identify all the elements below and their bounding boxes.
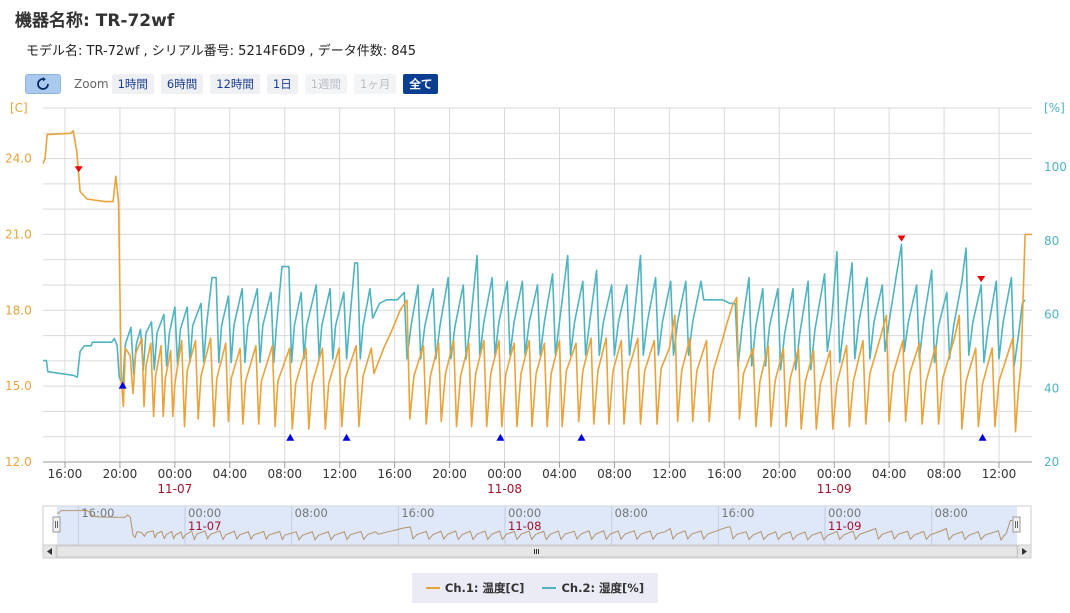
min-marker xyxy=(342,433,351,441)
min-marker xyxy=(286,433,295,441)
zoom-button-3[interactable]: 1日 xyxy=(266,73,298,94)
y-left-tick-label: 21.0 xyxy=(5,227,32,241)
x-tick-label: 20:00 xyxy=(762,467,797,481)
y-left-unit: [C] xyxy=(10,101,28,115)
x-tick-label: 12:00 xyxy=(322,467,357,481)
zoom-button-2[interactable]: 12時間 xyxy=(210,73,260,94)
x-tick-label: 04:00 xyxy=(213,467,248,481)
navigator-tick-label: 16:00 xyxy=(81,506,114,520)
x-tick-label: 12:00 xyxy=(982,467,1017,481)
navigator-tick-label: 08:00 xyxy=(935,506,968,520)
navigator-handle-right[interactable] xyxy=(1012,516,1021,533)
scroll-right-icon xyxy=(1022,548,1027,555)
x-tick-label: 16:00 xyxy=(48,467,83,481)
navigator-tick-label: 16:00 xyxy=(721,506,754,520)
zoom-button-0[interactable]: 1時間 xyxy=(111,73,154,94)
x-tick-label: 00:00 xyxy=(817,467,852,481)
y-right-tick-label: 60 xyxy=(1044,308,1059,322)
navigator-date-label: 11-08 xyxy=(508,519,541,533)
navigator-date-label: 11-09 xyxy=(828,519,861,533)
legend-item-ch1[interactable]: Ch.1: 温度[C] xyxy=(425,580,525,596)
x-tick-label: 20:00 xyxy=(103,467,138,481)
zoom-button-6[interactable]: 全て xyxy=(403,73,439,94)
x-tick-label: 04:00 xyxy=(872,467,907,481)
x-tick-label: 20:00 xyxy=(432,467,467,481)
scroll-left-icon xyxy=(47,548,52,555)
legend-line-ch2 xyxy=(542,587,557,589)
device-info: モデル名: TR-72wf , シリアル番号: 5214F6D9 , データ件数… xyxy=(26,44,417,59)
x-tick-label: 00:00 xyxy=(158,467,193,481)
y-left-tick-label: 24.0 xyxy=(5,152,32,166)
navigator-tick-label: 00:00 xyxy=(508,506,541,520)
navigator-tick-label: 08:00 xyxy=(295,506,328,520)
zoom-button-4: 1週間 xyxy=(304,73,348,94)
x-tick-label: 08:00 xyxy=(927,467,962,481)
y-left-tick-label: 15.0 xyxy=(5,379,32,393)
y-right-tick-label: 20 xyxy=(1044,455,1059,469)
navigator-handle-left[interactable] xyxy=(52,516,61,533)
x-tick-label: 00:00 xyxy=(487,467,522,481)
max-marker xyxy=(897,235,906,242)
legend-label-ch2: Ch.2: 湿度[%] xyxy=(561,581,645,595)
min-marker xyxy=(496,433,505,441)
x-tick-label: 08:00 xyxy=(267,467,302,481)
x-tick-label: 16:00 xyxy=(707,467,742,481)
y-left-tick-label: 18.0 xyxy=(5,303,32,317)
zoom-button-1[interactable]: 6時間 xyxy=(160,73,204,94)
navigator-tick-label: 00:00 xyxy=(188,506,221,520)
navigator-tick-label: 08:00 xyxy=(615,506,648,520)
zoom-toolbar: Zoom 1時間 6時間 12時間 1日 1週間 1ヶ月 全て xyxy=(25,73,445,94)
x-tick-label: 08:00 xyxy=(597,467,632,481)
navigator-tick-label: 16:00 xyxy=(401,506,434,520)
min-marker xyxy=(978,433,987,441)
reset-zoom-button[interactable] xyxy=(25,73,61,94)
refresh-icon xyxy=(37,76,49,90)
zoom-button-5: 1ヶ月 xyxy=(354,73,397,94)
series-line-ch2 xyxy=(43,243,1026,386)
x-date-label: 11-07 xyxy=(157,482,192,496)
x-tick-label: 16:00 xyxy=(377,467,412,481)
legend-label-ch1: Ch.1: 温度[C] xyxy=(444,581,525,595)
legend-line-ch1 xyxy=(425,587,440,589)
y-right-tick-label: 40 xyxy=(1044,381,1059,395)
min-marker xyxy=(577,433,586,441)
y-right-tick-label: 80 xyxy=(1044,234,1059,248)
navigator-series xyxy=(56,509,1017,542)
max-marker xyxy=(977,276,986,282)
page-title: 機器名称: TR-72wf xyxy=(15,11,175,31)
x-date-label: 11-09 xyxy=(817,482,852,496)
y-left-tick-label: 12.0 xyxy=(5,455,32,469)
legend-item-ch2[interactable]: Ch.2: 湿度[%] xyxy=(542,580,644,596)
x-tick-label: 12:00 xyxy=(652,467,687,481)
navigator-tick-label: 00:00 xyxy=(828,506,861,520)
navigator-date-label: 11-07 xyxy=(188,519,221,533)
y-right-unit: [%] xyxy=(1044,101,1065,115)
x-tick-label: 04:00 xyxy=(542,467,577,481)
navigator-selection xyxy=(57,506,1017,545)
y-right-tick-label: 100 xyxy=(1044,160,1067,174)
zoom-label: Zoom xyxy=(74,76,109,91)
legend: Ch.1: 温度[C] Ch.2: 湿度[%] xyxy=(412,573,658,603)
min-marker xyxy=(118,381,127,389)
series-line-ch1 xyxy=(42,130,1032,433)
x-date-label: 11-08 xyxy=(487,482,522,496)
max-marker xyxy=(74,166,83,173)
